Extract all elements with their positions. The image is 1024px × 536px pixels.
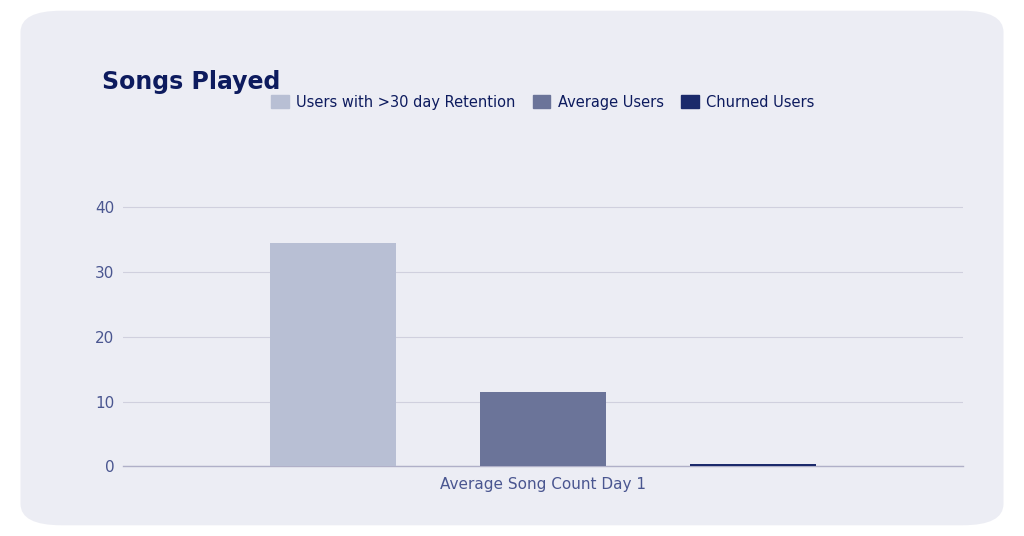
- Text: Songs Played: Songs Played: [102, 70, 281, 94]
- Bar: [269, 243, 395, 466]
- Bar: [689, 464, 815, 466]
- X-axis label: Average Song Count Day 1: Average Song Count Day 1: [439, 478, 646, 493]
- Legend: Users with >30 day Retention, Average Users, Churned Users: Users with >30 day Retention, Average Us…: [265, 89, 820, 116]
- Bar: [479, 392, 606, 466]
